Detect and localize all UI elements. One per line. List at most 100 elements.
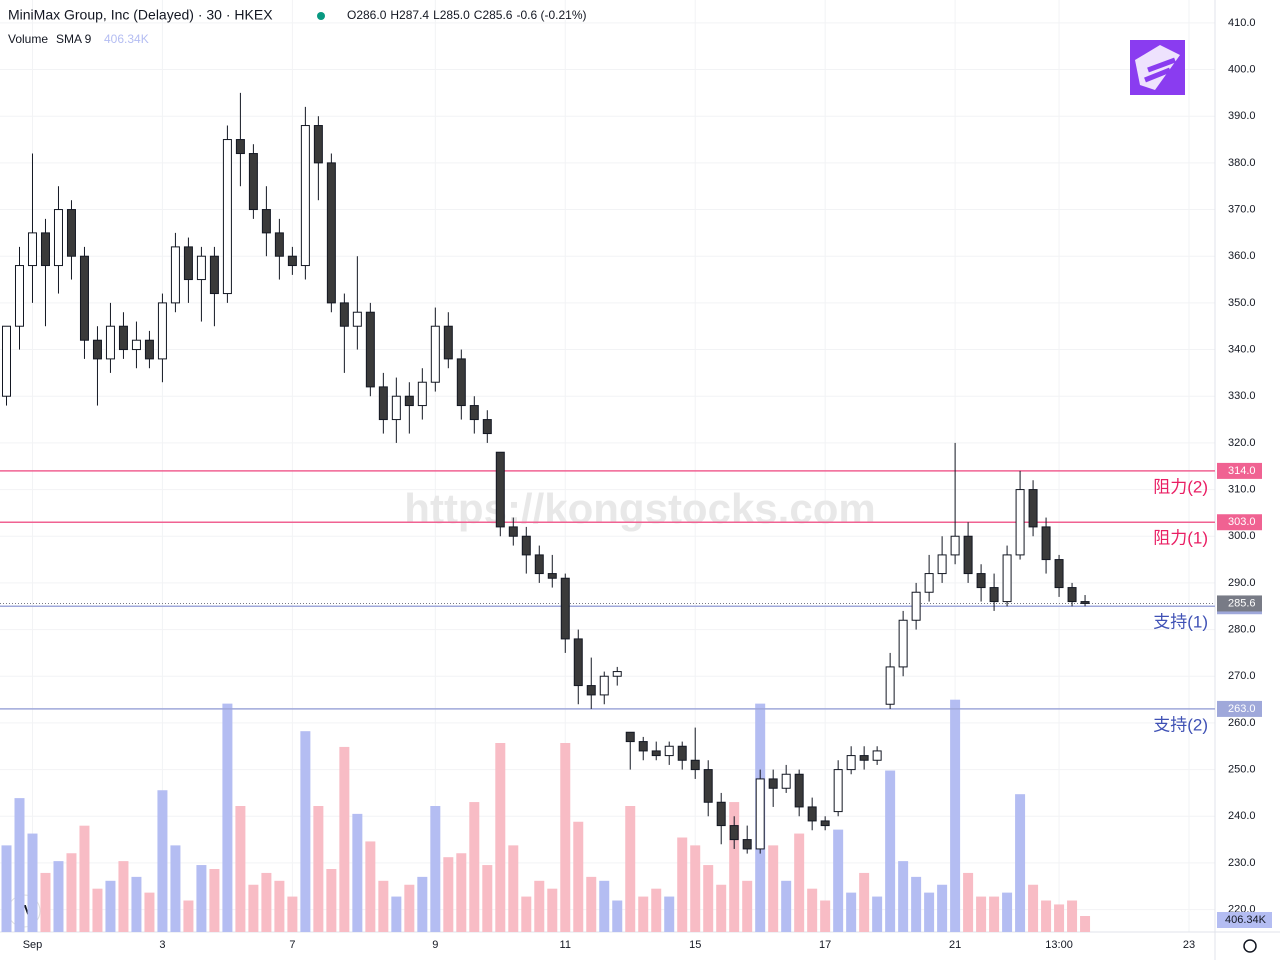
settings-icon[interactable]	[1243, 939, 1257, 953]
volume-bar	[391, 896, 402, 932]
candle-body	[495, 451, 505, 528]
volume-bar	[924, 892, 935, 932]
candle-body	[1002, 554, 1012, 603]
volume-bar	[209, 868, 220, 932]
candle-body	[742, 839, 752, 850]
volume-bar	[716, 884, 727, 932]
volume-bar	[521, 896, 532, 932]
volume-bar	[573, 821, 584, 932]
volume-bar	[274, 880, 285, 932]
candle-body	[417, 381, 427, 407]
candle-body	[1067, 587, 1077, 603]
y-tick-label: 400.0	[1228, 63, 1256, 75]
volume-badge-label: 406.34K	[1225, 914, 1267, 926]
volume-bar	[742, 880, 753, 932]
volume-bar	[144, 892, 155, 932]
candle-body	[729, 825, 739, 841]
candle-body	[833, 769, 843, 813]
level-name: 阻力(2)	[1153, 477, 1208, 496]
volume-bar	[911, 876, 922, 932]
status-dot	[317, 12, 325, 20]
candle-body	[1015, 489, 1025, 556]
volume-bar	[105, 880, 116, 932]
volume-bar	[300, 731, 311, 932]
candle-body	[287, 255, 297, 267]
y-tick-label: 360.0	[1228, 250, 1256, 262]
candle-body	[92, 339, 102, 360]
volume-bar	[456, 853, 467, 932]
candle-body	[66, 209, 76, 257]
candle-body	[547, 573, 557, 579]
volume-bar	[417, 876, 428, 932]
candle-body	[196, 255, 206, 281]
y-tick-label: 390.0	[1228, 110, 1256, 122]
volume-bar	[846, 892, 857, 932]
candle-body	[53, 209, 63, 267]
y-tick-label: 380.0	[1228, 157, 1256, 169]
ohlc-value: L285.0	[433, 8, 470, 22]
candle-body	[27, 232, 37, 267]
candle-body	[1028, 489, 1038, 528]
candle-body	[716, 801, 726, 827]
candle-body	[1, 325, 11, 397]
y-tick-label: 290.0	[1228, 577, 1256, 589]
level-badge-label: 263.0	[1228, 703, 1256, 715]
y-tick-label: 350.0	[1228, 297, 1256, 309]
volume-bar	[989, 896, 1000, 932]
volume-bar	[79, 825, 90, 932]
x-tick-label: 23	[1183, 939, 1195, 951]
y-tick-label: 300.0	[1228, 530, 1256, 542]
level-name: 支持(2)	[1153, 715, 1208, 734]
candle-body	[989, 587, 999, 603]
candle-body	[508, 526, 518, 537]
candle-body	[235, 139, 245, 155]
volume-bar	[885, 770, 896, 932]
price-badge-label: 285.6	[1228, 597, 1256, 609]
volume-bar	[859, 872, 870, 932]
volume-bar	[703, 865, 714, 932]
volume-bar	[404, 884, 415, 932]
candle-body	[586, 685, 596, 696]
candle-body	[365, 311, 375, 388]
candle-body	[469, 405, 479, 421]
candle-body	[937, 554, 947, 575]
candle-body	[326, 162, 336, 304]
candle-body	[664, 745, 674, 757]
volume-badge	[1217, 912, 1272, 928]
x-tick-label: 9	[432, 939, 438, 951]
volume-bar	[40, 872, 51, 932]
candle-body	[703, 769, 713, 803]
candle-body	[534, 554, 544, 575]
volume-bar	[118, 861, 129, 932]
y-tick-label: 260.0	[1228, 717, 1256, 729]
volume-bar	[963, 872, 974, 932]
candle-body	[950, 535, 960, 556]
volume-bar	[664, 896, 675, 932]
chart-title: MiniMax Group, Inc (Delayed) · 30 · HKEX	[8, 7, 273, 23]
candle-body	[404, 395, 414, 407]
volume-indicator: SMA 9	[56, 32, 92, 46]
volume-bar	[599, 880, 610, 932]
volume-bar	[833, 829, 844, 932]
volume-bar	[157, 790, 168, 932]
volume-bar	[586, 876, 597, 932]
volume-bar	[365, 841, 376, 932]
volume-bar	[625, 805, 636, 932]
candle-body	[1041, 526, 1051, 561]
ohlc-value: -0.6 (-0.21%)	[516, 8, 586, 22]
candle-body	[443, 325, 453, 360]
candle-body	[885, 666, 895, 705]
candle-body	[924, 573, 934, 593]
candle-body	[339, 302, 349, 327]
volume-bar	[352, 813, 363, 932]
volume-bar	[183, 900, 194, 932]
y-tick-label: 310.0	[1228, 483, 1256, 495]
candle-body	[209, 255, 219, 295]
ohlc-value: H287.4	[390, 8, 429, 22]
candle-body	[378, 386, 388, 421]
y-tick-label: 340.0	[1228, 343, 1256, 355]
y-tick-label: 270.0	[1228, 670, 1256, 682]
price-badge	[1217, 595, 1262, 612]
volume-bar	[27, 833, 38, 932]
